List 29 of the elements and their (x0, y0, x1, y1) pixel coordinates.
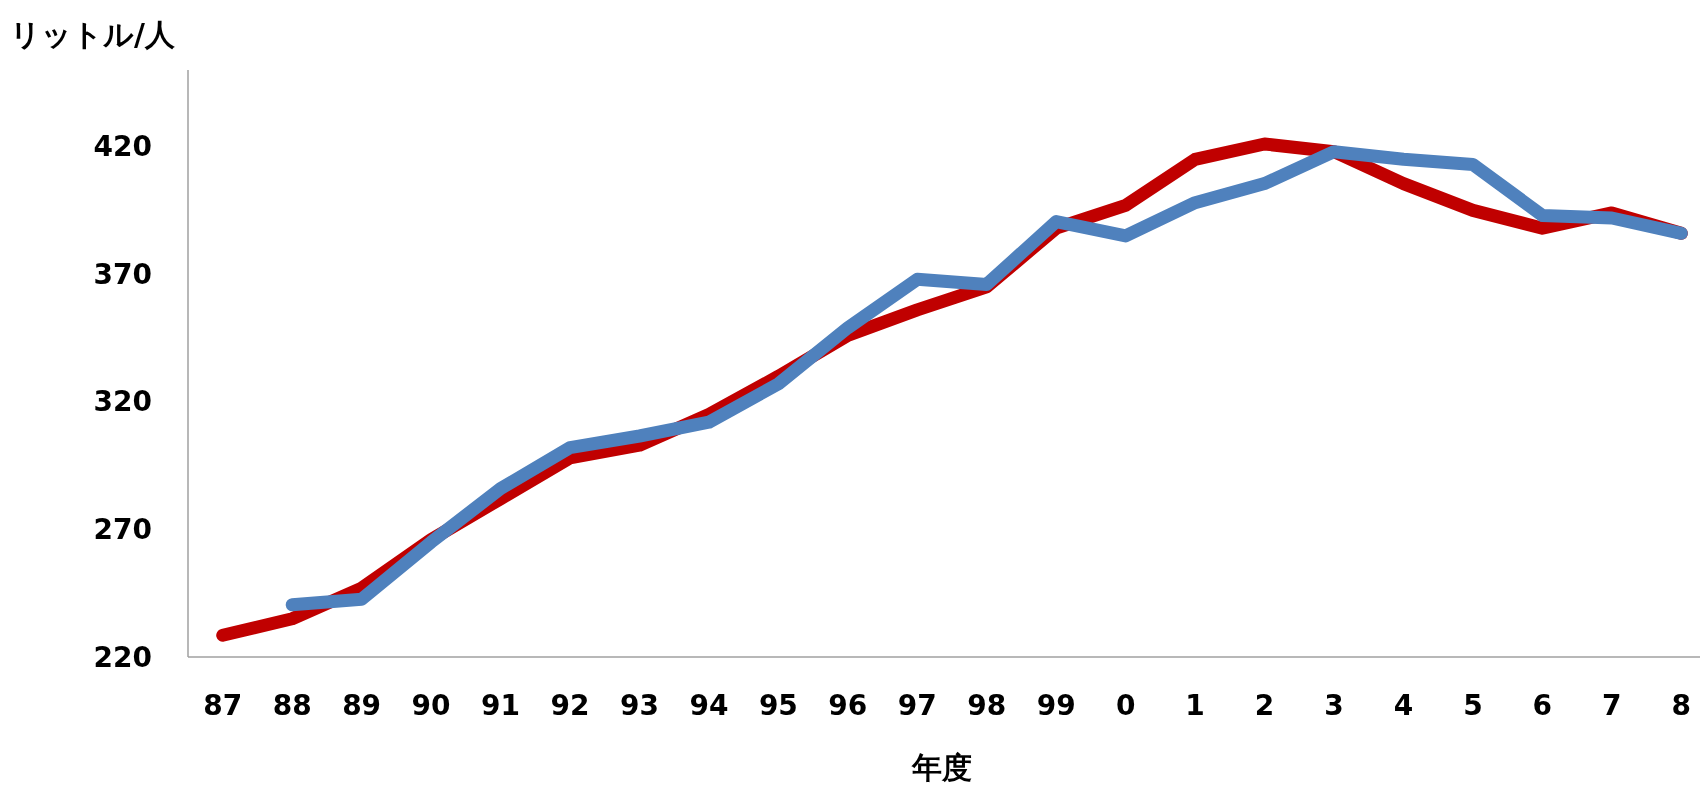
x-tick-label: 97 (897, 689, 937, 722)
x-tick-label: 5 (1463, 689, 1483, 722)
x-tick-label: 92 (550, 689, 590, 722)
x-tick-label: 87 (203, 689, 243, 722)
x-tick-label: 88 (272, 689, 312, 722)
x-tick-label: 3 (1324, 689, 1344, 722)
x-tick-label: 90 (411, 689, 451, 722)
x-tick-label: 96 (828, 689, 868, 722)
x-tick-label: 99 (1036, 689, 1076, 722)
x-tick-label: 8 (1671, 689, 1692, 722)
x-tick-label: 0 (1115, 689, 1136, 722)
x-tick-label: 7 (1602, 689, 1622, 722)
y-tick-label: 270 (93, 512, 152, 546)
x-tick-label: 89 (342, 689, 382, 722)
y-axis-title: リットル/人 (10, 17, 176, 52)
x-axis-title: 年度 (911, 750, 972, 785)
y-tick-label: 370 (93, 257, 152, 291)
y-tick-label: 220 (93, 640, 152, 674)
x-tick-label: 1 (1185, 689, 1205, 722)
x-tick-label: 4 (1393, 689, 1414, 722)
y-tick-label: 420 (93, 130, 152, 164)
x-tick-label: 98 (967, 689, 1007, 722)
x-tick-label: 93 (619, 689, 659, 722)
x-tick-label: 94 (689, 689, 729, 722)
x-tick-label: 91 (481, 689, 521, 722)
x-tick-label: 95 (758, 689, 798, 722)
y-tick-label: 320 (93, 385, 152, 419)
x-tick-label: 6 (1532, 689, 1553, 722)
x-tick-label: 2 (1254, 689, 1275, 722)
